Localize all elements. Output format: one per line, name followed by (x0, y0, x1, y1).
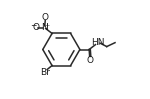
Text: −: − (30, 21, 37, 30)
Text: HN: HN (91, 38, 105, 47)
Text: +: + (44, 23, 50, 28)
Text: O: O (33, 23, 40, 32)
Text: O: O (42, 13, 49, 22)
Text: N: N (41, 23, 48, 32)
Text: O: O (86, 56, 93, 65)
Text: Br: Br (40, 68, 50, 77)
